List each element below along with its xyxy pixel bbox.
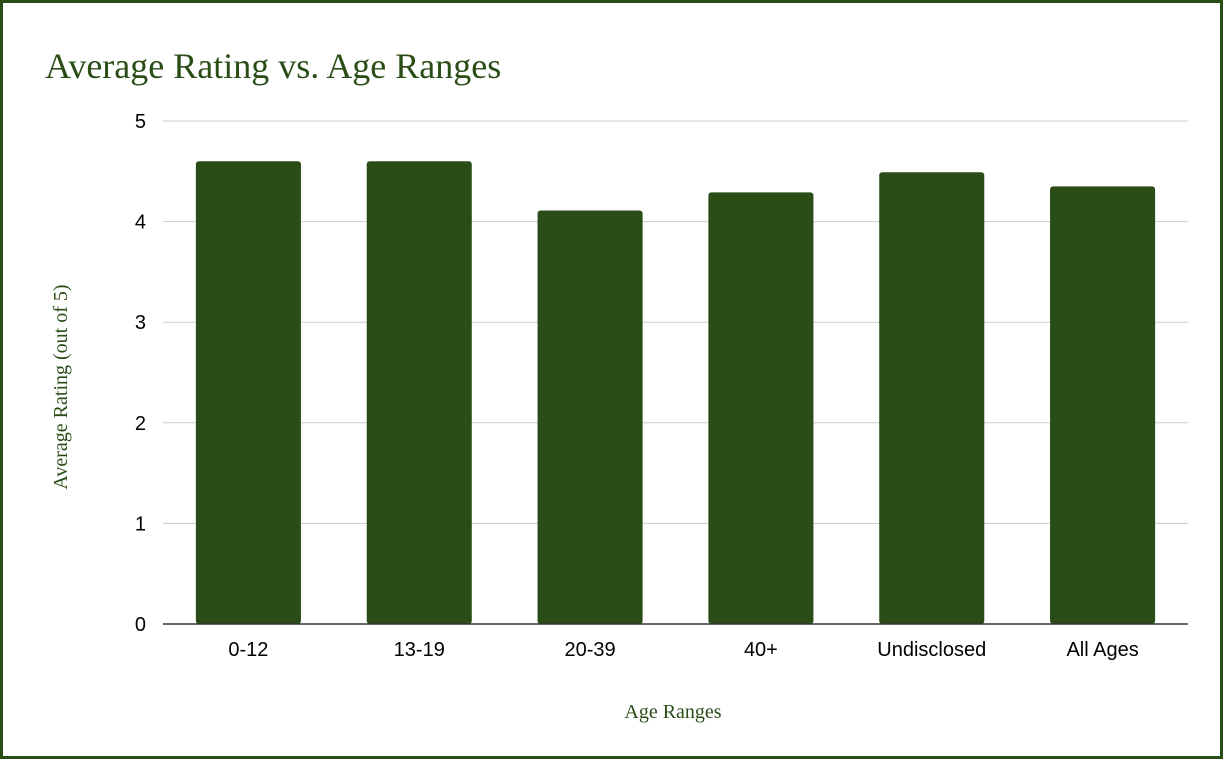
x-tick-labels: 0-12 13-19 20-39 40+ Undisclosed All Ages [228,639,1138,661]
bar-all-ages [1050,186,1156,624]
bar-undisclosed [879,172,985,624]
y-tick-label: 2 [135,413,146,435]
bar-40- [708,192,814,624]
y-tick-labels: 0 1 2 3 4 5 [135,111,146,636]
x-axis-title: Age Ranges [624,701,721,723]
x-tick-label: All Ages [1066,639,1138,661]
x-tick-label: 0-12 [228,639,268,661]
bar-chart: Average Rating vs. Age Ranges 0 1 2 3 4 5 0-1… [45,46,1188,723]
y-tick-label: 3 [135,312,146,334]
x-tick-label: 20-39 [565,639,616,661]
x-tick-label: 40+ [744,639,778,661]
chart-title: Average Rating vs. Age Ranges [45,46,501,86]
y-tick-label: 0 [135,614,146,636]
gridlines [163,120,1188,524]
y-tick-label: 1 [135,513,146,535]
bar-0-12 [195,161,301,625]
y-axis-title: Average Rating (out of 5) [50,284,72,489]
x-tick-label: Undisclosed [877,639,986,661]
bars [195,161,1156,625]
y-tick-label: 5 [135,111,146,133]
y-tick-label: 4 [135,212,146,234]
bar-20-39 [537,210,643,624]
x-tick-label: 13-19 [394,639,445,661]
bar-13-19 [366,161,472,625]
